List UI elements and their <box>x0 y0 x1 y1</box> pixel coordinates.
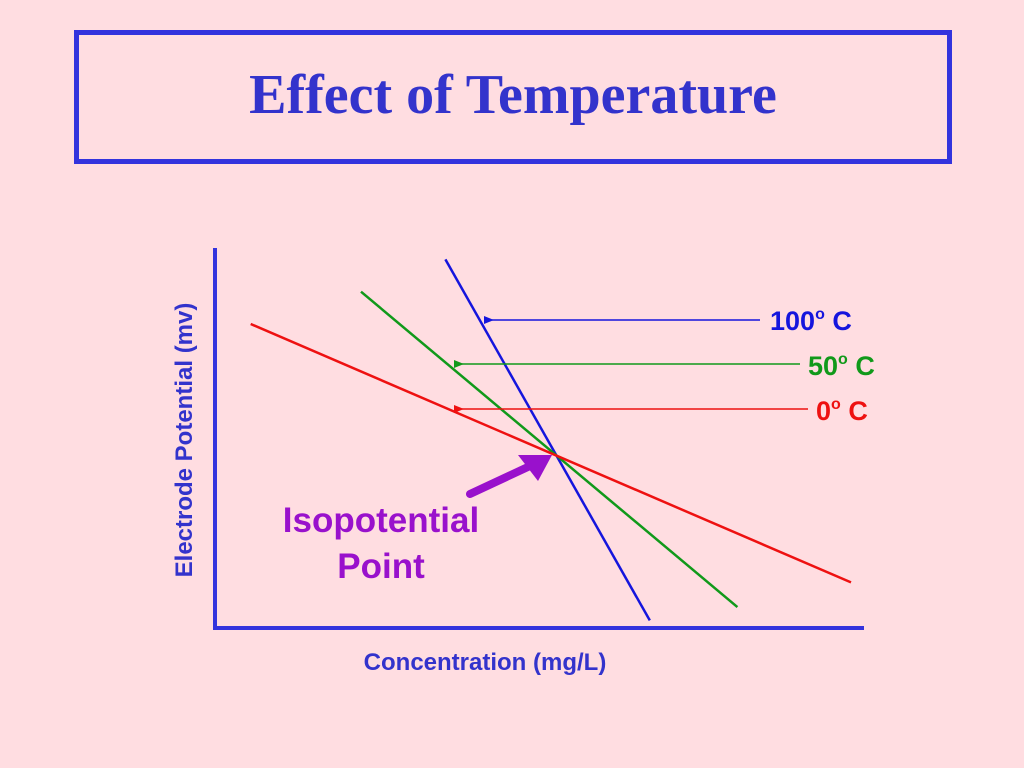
legend: 100o C 50o C 0o C <box>454 306 875 426</box>
legend-label-50: 50o C <box>808 351 875 381</box>
legend-label-0: 0o C <box>816 396 868 426</box>
title-box: Effect of Temperature <box>74 30 952 164</box>
legend-value-100: 100 <box>770 306 815 336</box>
y-axis-label: Electrode Potential (mv) <box>171 303 198 578</box>
legend-value-0: 0 <box>816 396 831 426</box>
legend-degree-0: o <box>831 396 841 413</box>
x-axis-label: Concentration (mg/L) <box>364 649 607 676</box>
series-line-0 <box>250 322 852 584</box>
isopotential-label-line2: Point <box>337 547 425 586</box>
legend-value-50: 50 <box>808 351 838 381</box>
slide-title: Effect of Temperature <box>249 64 777 126</box>
legend-unit-0: C <box>841 396 868 426</box>
series-lines <box>250 258 852 622</box>
isopotential-label-line1: Isopotential <box>283 501 479 540</box>
legend-degree-50: o <box>838 351 848 368</box>
isopotential-arrow-shaft <box>466 462 534 498</box>
legend-unit-50: C <box>848 351 875 381</box>
isopotential-arrowhead <box>518 455 552 481</box>
legend-unit-100: C <box>825 306 852 336</box>
isopotential-annotation: Isopotential Point <box>283 455 552 586</box>
legend-degree-100: o <box>815 306 825 323</box>
series-line-50 <box>360 290 739 609</box>
legend-label-100: 100o C <box>770 306 852 336</box>
series-line-100 <box>444 258 651 622</box>
